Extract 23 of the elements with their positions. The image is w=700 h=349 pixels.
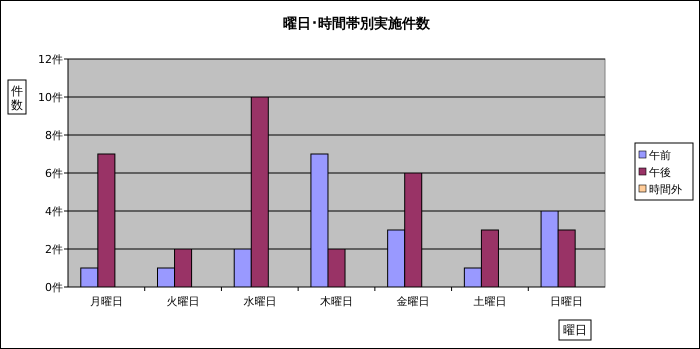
x-tick-label: 金曜日 — [396, 295, 430, 308]
y-tick-label: 12件 — [38, 53, 63, 66]
bar — [157, 268, 176, 288]
y-tick-label: 4件 — [45, 205, 63, 218]
bar — [464, 268, 482, 288]
y-tick-label: 6件 — [45, 167, 63, 180]
x-tick-label: 土曜日 — [473, 295, 506, 308]
legend-label: 午前 — [649, 149, 671, 162]
y-tick-label: 0件 — [45, 281, 63, 294]
y-tick-label: 8件 — [45, 129, 63, 142]
x-axis-title: 曜日 — [563, 323, 587, 337]
legend-label: 時間外 — [649, 183, 682, 196]
y-tick-label: 2件 — [45, 243, 63, 256]
chart-title: 曜日･時間帯別実施件数 — [283, 15, 431, 32]
y-tick-label: 10件 — [38, 91, 63, 104]
x-tick-label: 水曜日 — [243, 295, 276, 308]
bar — [80, 268, 98, 288]
legend-label: 午後 — [649, 166, 671, 179]
x-tick-label: 火曜日 — [166, 295, 200, 308]
x-tick-label: 日曜日 — [550, 295, 584, 308]
y-axis-title: 件数 — [11, 84, 23, 112]
x-tick-label: 月曜日 — [90, 295, 123, 308]
x-tick-label: 木曜日 — [320, 295, 353, 308]
